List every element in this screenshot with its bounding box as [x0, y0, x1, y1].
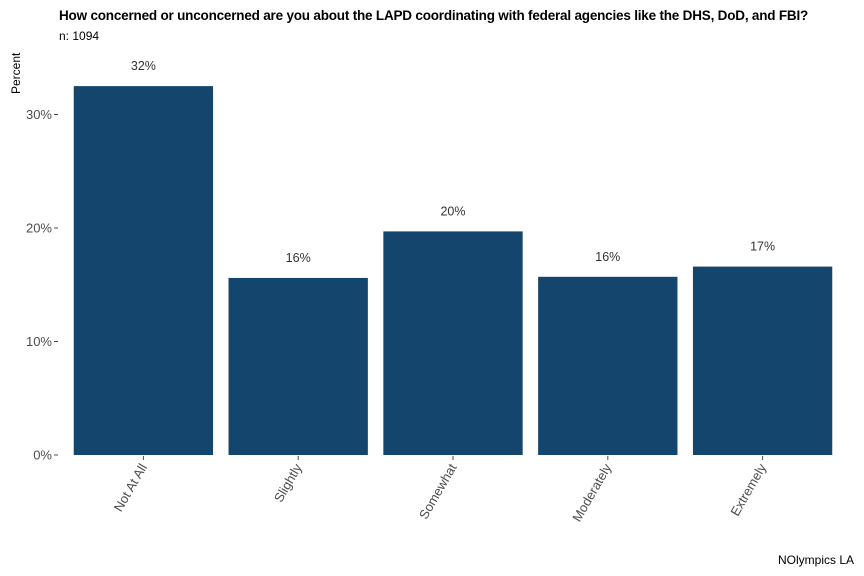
- bars: 32% 16% 20% 16% 17%: [73, 59, 833, 455]
- bar-data-label: 20%: [440, 204, 465, 218]
- y-tick-label: 30%: [26, 107, 52, 122]
- x-axis: Not At All Slightly Somewhat Moderately Extr…: [111, 456, 769, 525]
- bar-data-label: 16%: [286, 251, 311, 265]
- y-axis: 0% 10% 20% 30%: [26, 107, 58, 463]
- y-tick-label: 10%: [26, 334, 52, 349]
- x-tick-label: Moderately: [569, 461, 614, 525]
- bar: [692, 266, 833, 455]
- chart-caption: NOlympics LA: [777, 553, 854, 567]
- bar: [228, 277, 368, 455]
- bar-data-label: 16%: [595, 250, 620, 264]
- bar: [383, 231, 523, 455]
- bar: [73, 86, 214, 455]
- y-tick-label: 20%: [26, 221, 52, 236]
- chart-title: How concerned or unconcerned are you abo…: [59, 8, 809, 23]
- x-tick-label: Extremely: [727, 461, 769, 519]
- y-axis-label: Percent: [9, 52, 23, 94]
- bar-data-label: 32%: [131, 59, 156, 73]
- y-tick-label: 0%: [33, 448, 52, 463]
- x-tick-label: Not At All: [111, 461, 150, 514]
- chart-subtitle: n: 1094: [59, 29, 100, 43]
- x-tick-label: Slightly: [271, 461, 305, 505]
- bar-data-label: 17%: [750, 240, 775, 254]
- x-tick-label: Somewhat: [416, 461, 460, 522]
- bar: [538, 276, 678, 455]
